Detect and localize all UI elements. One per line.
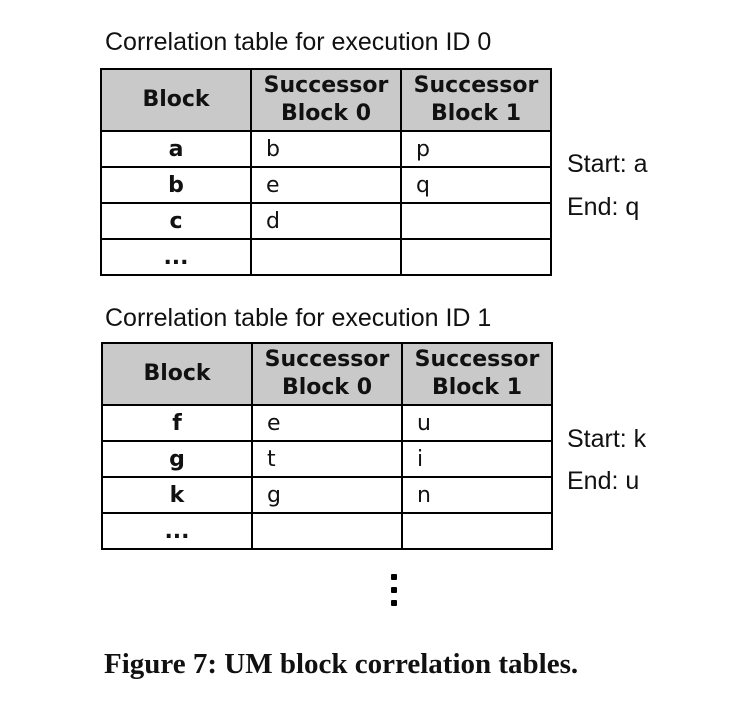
end-label: End: u xyxy=(567,467,640,495)
header-successor-block-1: Successor Block 1 xyxy=(401,342,553,406)
block-cell: ... xyxy=(100,238,252,276)
table-header-row: Block Successor Block 0 Successor Block … xyxy=(100,68,552,132)
header-line: Successor xyxy=(263,73,389,98)
successor-0-cell: b xyxy=(250,130,402,168)
block-cell: k xyxy=(101,476,253,514)
block-cell: a xyxy=(100,130,252,168)
table-caption: Correlation table for execution ID 1 xyxy=(105,304,492,332)
dot xyxy=(391,587,397,593)
table-caption: Correlation table for execution ID 0 xyxy=(105,28,492,56)
dot xyxy=(391,600,397,606)
table-row: k g n xyxy=(101,476,553,514)
header-line: Block 1 xyxy=(430,101,522,126)
header-block: Block xyxy=(100,68,252,132)
header-successor-block-0: Successor Block 0 xyxy=(250,68,402,132)
table-row: c d xyxy=(100,202,552,240)
successor-0-cell xyxy=(251,512,403,550)
table-header-row: Block Successor Block 0 Successor Block … xyxy=(101,342,553,406)
vertical-ellipsis-icon xyxy=(380,572,410,608)
successor-1-cell xyxy=(400,238,552,276)
table-row: b e q xyxy=(100,166,552,204)
block-cell: ... xyxy=(101,512,253,550)
correlation-table: Block Successor Block 0 Successor Block … xyxy=(100,68,552,276)
successor-1-cell xyxy=(401,512,553,550)
successor-0-cell: t xyxy=(251,440,403,478)
block-cell: g xyxy=(101,440,253,478)
successor-0-cell xyxy=(250,238,402,276)
successor-0-cell: e xyxy=(251,404,403,442)
table-row: ... xyxy=(101,512,553,550)
table-row: ... xyxy=(100,238,552,276)
end-label: End: q xyxy=(567,193,640,221)
successor-1-cell: q xyxy=(400,166,552,204)
figure-caption: Figure 7: UM block correlation tables. xyxy=(104,648,579,680)
start-label: Start: a xyxy=(567,150,648,178)
successor-0-cell: g xyxy=(251,476,403,514)
start-label: Start: k xyxy=(567,425,647,453)
successor-0-cell: e xyxy=(250,166,402,204)
header-line: Block 0 xyxy=(280,101,372,126)
header-block: Block xyxy=(101,342,253,406)
block-cell: c xyxy=(100,202,252,240)
header-line: Successor xyxy=(414,347,540,372)
dot xyxy=(391,574,397,580)
correlation-table: Block Successor Block 0 Successor Block … xyxy=(101,342,553,550)
header-successor-block-1: Successor Block 1 xyxy=(400,68,552,132)
block-cell: b xyxy=(100,166,252,204)
successor-1-cell xyxy=(400,202,552,240)
successor-1-cell: u xyxy=(401,404,553,442)
successor-1-cell: n xyxy=(401,476,553,514)
header-line: Block 1 xyxy=(431,375,523,400)
block-cell: f xyxy=(101,404,253,442)
table-row: f e u xyxy=(101,404,553,442)
header-successor-block-0: Successor Block 0 xyxy=(251,342,403,406)
successor-1-cell: i xyxy=(401,440,553,478)
successor-1-cell: p xyxy=(400,130,552,168)
table-row: g t i xyxy=(101,440,553,478)
header-line: Successor xyxy=(413,73,539,98)
header-line: Block 0 xyxy=(281,375,373,400)
header-line: Successor xyxy=(264,347,390,372)
successor-0-cell: d xyxy=(250,202,402,240)
table-row: a b p xyxy=(100,130,552,168)
